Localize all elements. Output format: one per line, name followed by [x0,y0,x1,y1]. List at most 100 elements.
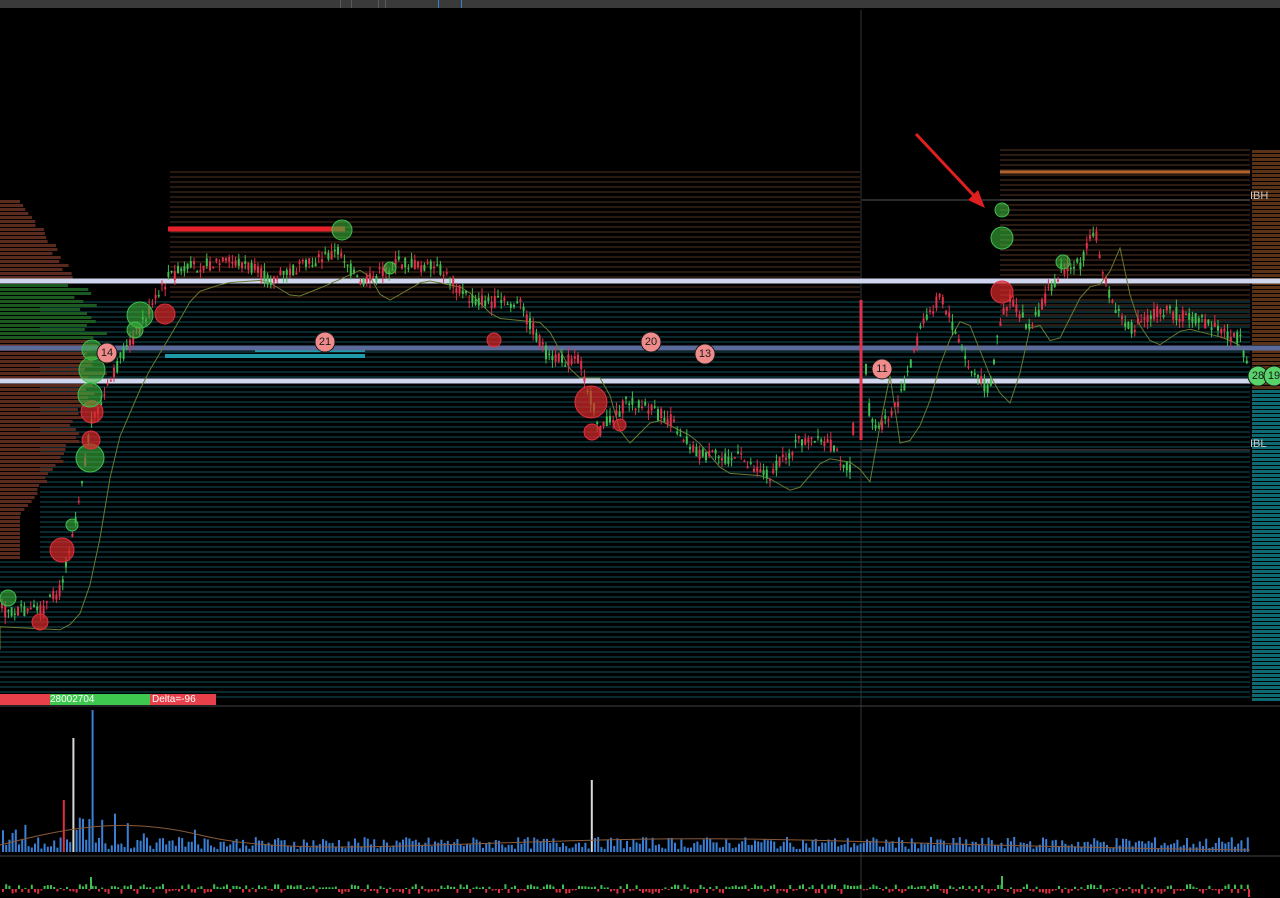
candle-body [743,460,746,462]
volume-bar [994,845,996,852]
candle-body [1181,310,1184,322]
delta-bar [90,877,92,889]
candle-body [813,440,816,443]
volume-bar [1022,842,1025,852]
candle-body [215,258,218,262]
candle-body [772,469,775,474]
profile-bar [0,432,80,435]
delta-bar [158,886,161,889]
candle-body [125,344,128,347]
delta-bar [1211,889,1214,891]
volume-bar [34,843,36,852]
profile-bar [1252,610,1280,613]
delta-bar [1218,889,1220,894]
candle-body [212,266,215,269]
delta-bar [466,884,468,889]
volume-bar [280,840,283,852]
toolbar-tab[interactable] [378,0,386,8]
delta-bar [1195,887,1198,889]
delta-bar [242,889,244,893]
delta-bar [539,889,542,891]
profile-bar [0,400,96,403]
delta-bar [917,886,920,889]
toolbar-tab-active[interactable] [438,0,462,8]
delta-bar [613,889,616,891]
candle-body [362,278,365,286]
delta-bar [402,889,404,894]
delta-bar [1246,884,1249,889]
volume-bar [1150,842,1153,852]
volume-bar [782,841,785,852]
candle-body [77,500,80,503]
candle-body [609,415,611,423]
candle-body [413,259,416,270]
volume-bar [731,848,734,852]
candle-body [343,261,346,263]
volume-bar [98,837,100,852]
volume-bar [741,841,744,852]
volume-bar [728,842,731,852]
candle-body [781,454,784,457]
volume-bar [808,847,811,852]
order-bubble [583,423,601,441]
candle-body [605,416,608,426]
profile-bar [1252,326,1280,329]
volume-bar [171,840,174,852]
delta-bar [594,886,596,889]
candle-body [260,267,263,279]
volume-bar [216,848,219,852]
delta-bar [1234,884,1236,889]
volume-bar [142,833,145,852]
volume-bar [11,832,14,852]
candle-body [685,436,688,444]
volume-bar [296,848,299,852]
candle-body [897,402,899,408]
toolbar-tab[interactable] [340,0,352,8]
candle-body [545,345,547,360]
delta-bar [731,886,734,889]
profile-bar [1252,214,1280,217]
delta-bar [862,889,865,891]
profile-bar [1252,534,1280,537]
badge-label: 28 [1252,370,1264,382]
delta-bar [469,889,472,893]
delta-bar [136,889,139,894]
volume-bar [686,847,689,852]
profile-bar [0,500,32,503]
volume-bar [258,840,260,852]
volume-bar [18,844,20,852]
candle-body [1239,334,1242,337]
candle-body [337,246,339,255]
profile-bar [1252,410,1280,413]
delta-bar [1154,887,1156,889]
profile-bar [0,300,84,303]
profile-bar [0,436,77,439]
delta-bar [757,886,760,889]
profile-bar [0,328,85,331]
volume-bar [603,848,606,852]
candle-body [161,283,163,285]
delta-bar [776,889,779,894]
profile-bar [1252,158,1280,161]
volume-bar [629,847,632,852]
volume-bar [565,846,568,852]
volume-bar [709,838,712,852]
delta-bar [514,885,516,889]
volume-bar [1096,840,1099,852]
candle-body [519,299,522,302]
candle-body [426,262,429,264]
volume-bar [990,840,993,852]
volume-bar [546,838,548,852]
profile-bar [1252,542,1280,545]
volume-bar [891,841,894,852]
delta-bar [974,885,977,889]
candle-body [317,254,320,258]
candle-body [557,353,560,362]
candle-body [1194,313,1197,324]
profile-bar [0,412,79,415]
profile-bar [0,316,92,319]
order-bubble [613,418,627,432]
profile-bar [1252,394,1280,397]
delta-bar [434,889,436,891]
